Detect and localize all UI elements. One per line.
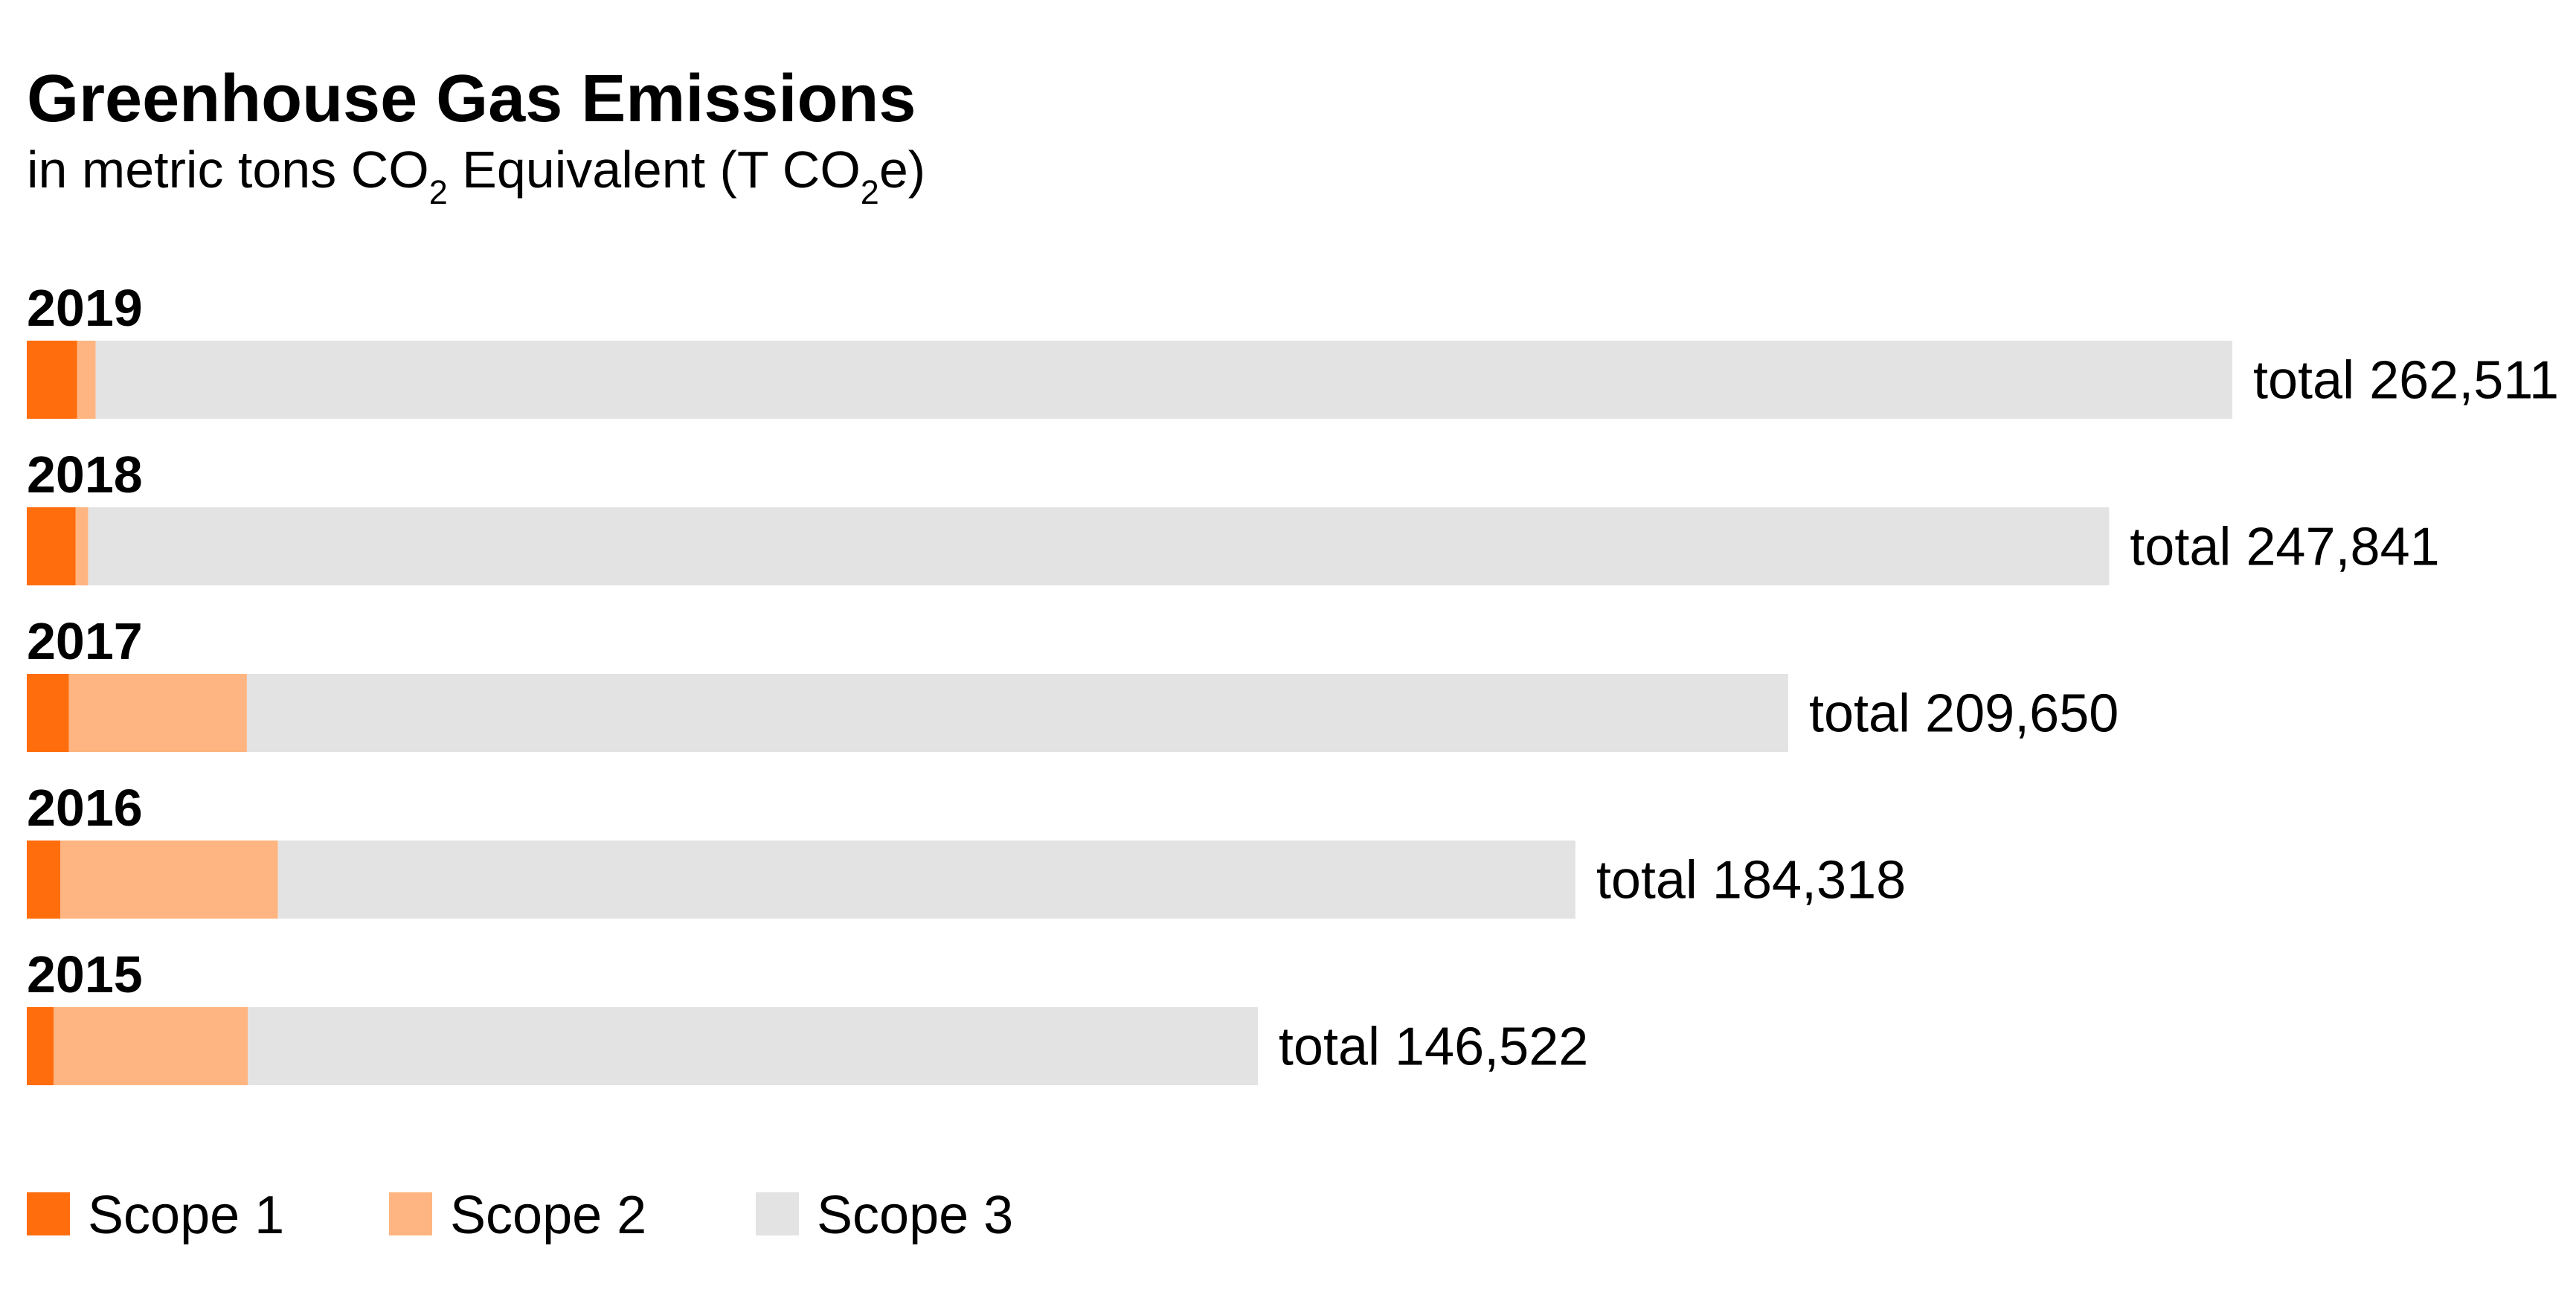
bar-segment-scope-2 [54, 1007, 248, 1085]
legend-label: Scope 2 [450, 1186, 646, 1245]
bar-segment-scope-2 [77, 341, 96, 419]
bar-segment-scope-2 [68, 674, 247, 752]
total-label: total 146,522 [1279, 1018, 1588, 1077]
chart-subtitle: in metric tons CO2 Equivalent (T CO2e) [27, 141, 925, 211]
legend-item-scope-2: Scope 2 [389, 1186, 646, 1245]
bar-row-2016: 2016 total 184,318 [27, 779, 1906, 919]
bar-row-2019: 2019 total 262,511 [27, 279, 2559, 419]
total-label: total 184,318 [1596, 851, 1906, 910]
bar-row-2018: 2018 total 247,841 [27, 446, 2440, 585]
bar-segment-scope-1 [27, 841, 61, 919]
legend: Scope 1 Scope 2 Scope 3 [27, 1186, 1013, 1245]
bar-segment-scope-1 [27, 1007, 54, 1085]
year-label: 2017 [27, 612, 143, 670]
legend-item-scope-1: Scope 1 [27, 1186, 284, 1245]
legend-swatch [756, 1192, 799, 1235]
bar-segment-scope-3 [248, 1007, 1258, 1085]
chart-title: Greenhouse Gas Emissions [27, 62, 916, 136]
year-label: 2015 [27, 945, 143, 1003]
bar-segment-scope-3 [277, 841, 1576, 919]
total-label: total 262,511 [2253, 351, 2559, 411]
year-label: 2016 [27, 779, 143, 837]
bar-row-2015: 2015 total 146,522 [27, 945, 1588, 1085]
legend-swatch [27, 1192, 70, 1235]
legend-label: Scope 3 [817, 1186, 1013, 1245]
bar-segment-scope-2 [60, 841, 278, 919]
year-label: 2018 [27, 446, 143, 504]
bar-row-2017: 2017 total 209,650 [27, 612, 2119, 752]
legend-swatch [389, 1192, 432, 1235]
total-label: total 209,650 [1809, 684, 2119, 744]
year-label: 2019 [27, 279, 143, 337]
bar-segment-scope-1 [27, 507, 76, 585]
bar-rows: 2019 total 262,511 2018 total 247,841 2017 to… [27, 279, 2559, 1085]
bar-segment-scope-1 [27, 341, 77, 419]
bar-segment-scope-2 [75, 507, 89, 585]
bar-segment-scope-3 [88, 507, 2110, 585]
bar-segment-scope-3 [95, 341, 2232, 419]
legend-label: Scope 1 [88, 1186, 284, 1245]
legend-item-scope-3: Scope 3 [756, 1186, 1013, 1245]
bar-segment-scope-3 [246, 674, 1788, 752]
bar-segment-scope-1 [27, 674, 69, 752]
total-label: total 247,841 [2130, 518, 2439, 577]
